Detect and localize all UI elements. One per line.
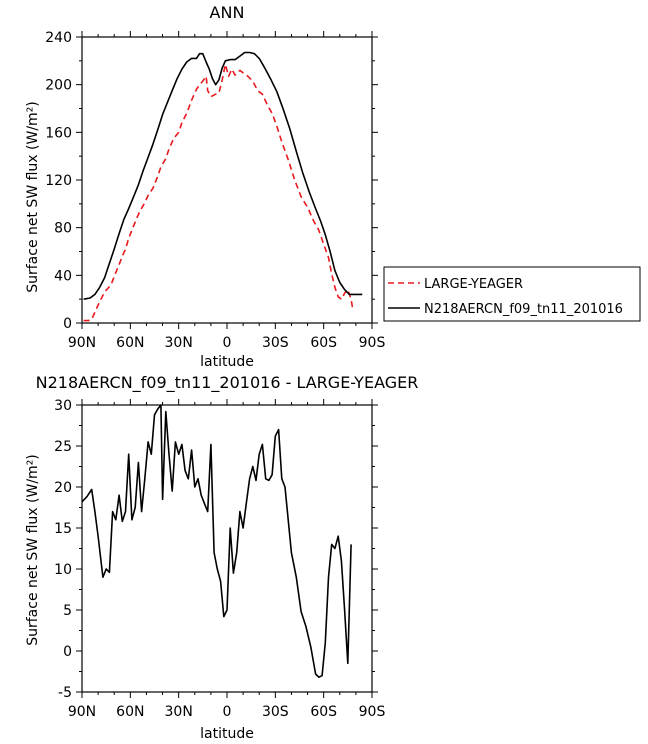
- bottom-x-tick-label: 0: [223, 704, 232, 720]
- top-y-tick-label: 0: [63, 316, 72, 332]
- bottom-plot-title: N218AERCN_f09_tn11_201016 - LARGE-YEAGER: [36, 373, 419, 393]
- legend-label-n218aercn: N218AERCN_f09_tn11_201016: [424, 302, 623, 317]
- top-axis-ticks: 90N 60N 30N 0 30S 60S 90S 0 40 80 120 160 200 240: [45, 30, 385, 351]
- top-y-tick-label: 120: [45, 173, 72, 189]
- top-x-tick-label: 60S: [310, 335, 337, 351]
- bottom-axis-ticks: 90N 60N 30N 0 30S 60S 90S -5 0 5 10 15 20 25 30: [54, 398, 385, 720]
- bottom-y-tick-label: 0: [63, 644, 72, 660]
- bottom-panel: N218AERCN_f09_tn11_201016 - LARGE-YEAGER…: [25, 373, 418, 742]
- bottom-y-axis-title: Surface net SW flux (W/m²): [25, 454, 41, 646]
- bottom-y-tick-label: -5: [58, 685, 72, 701]
- top-y-tick-label: 160: [45, 125, 72, 141]
- legend: LARGE-YEAGER N218AERCN_f09_tn11_201016: [383, 266, 641, 322]
- legend-box: [383, 266, 641, 322]
- top-plot-frame: [81, 36, 373, 324]
- bottom-y-tick-label: 25: [54, 439, 72, 455]
- bottom-y-tick-label: 15: [54, 521, 72, 537]
- bottom-y-tick-label: 20: [54, 480, 72, 496]
- top-y-tick-label: 240: [45, 30, 72, 46]
- bottom-x-axis-title: latitude: [200, 726, 254, 742]
- bottom-x-tick-label: 30N: [165, 704, 193, 720]
- top-x-axis-title: latitude: [200, 354, 254, 370]
- top-x-tick-label: 30N: [165, 335, 193, 351]
- top-plot-title: ANN: [210, 3, 245, 22]
- bottom-x-tick-label: 90S: [359, 704, 386, 720]
- legend-label-large-yeager: LARGE-YEAGER: [424, 277, 523, 292]
- top-series-line-1: [83, 51, 363, 300]
- bottom-x-tick-label: 90N: [68, 704, 96, 720]
- bottom-plot-frame: [81, 404, 373, 693]
- bottom-y-tick-label: 30: [54, 398, 72, 414]
- top-series-line-0: [83, 63, 354, 322]
- top-panel: ANN 90N 60N 30N 0 30S 60S 90S 0 40 80 120 160 200 240…: [25, 3, 641, 370]
- top-x-tick-label: 90N: [68, 335, 96, 351]
- top-x-tick-label: 60N: [116, 335, 144, 351]
- top-y-tick-label: 80: [54, 221, 72, 237]
- bottom-x-tick-label: 60S: [310, 704, 337, 720]
- bottom-series-lines: [81, 404, 352, 678]
- top-x-tick-label: 30S: [262, 335, 289, 351]
- bottom-y-tick-label: 10: [54, 562, 72, 578]
- bottom-series-line-0: [81, 404, 352, 678]
- top-y-tick-label: 200: [45, 78, 72, 94]
- top-x-tick-label: 90S: [359, 335, 386, 351]
- bottom-x-tick-label: 60N: [116, 704, 144, 720]
- bottom-y-tick-label: 5: [63, 603, 72, 619]
- bottom-x-tick-label: 30S: [262, 704, 289, 720]
- top-x-tick-label: 0: [223, 335, 232, 351]
- top-series-lines: [83, 51, 363, 322]
- top-y-tick-label: 40: [54, 268, 72, 284]
- top-y-axis-title: Surface net SW flux (W/m²): [25, 101, 41, 293]
